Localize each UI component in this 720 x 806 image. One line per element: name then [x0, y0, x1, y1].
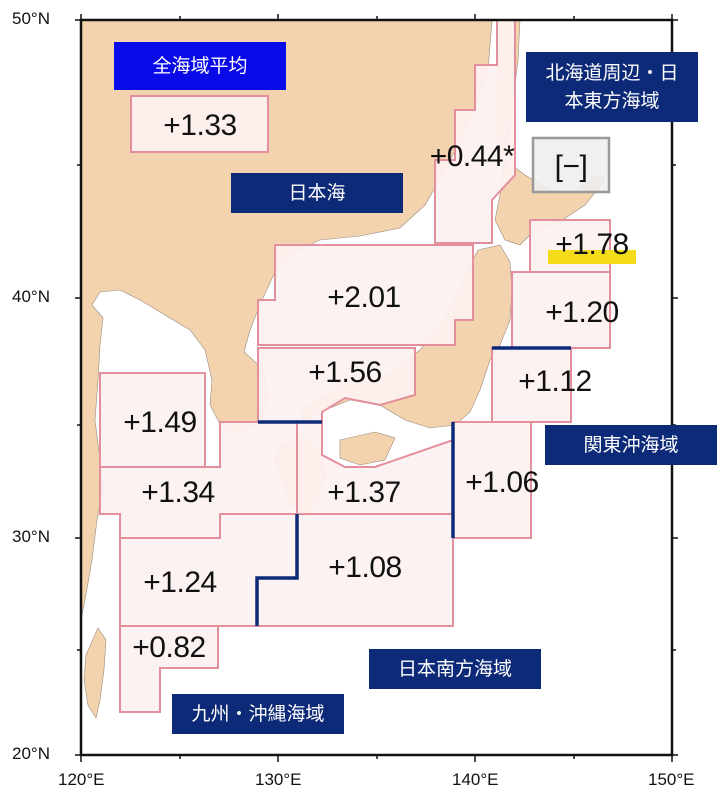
value-shikoku-south: +1.37: [327, 476, 401, 509]
region-kanto-east: [491, 347, 572, 423]
label-south-of-japan: 日本南方海域: [369, 649, 541, 689]
lon-label-150e: 150°E: [648, 770, 695, 789]
value-japan-sea-central: +2.01: [327, 281, 401, 314]
value-east-china-sea-south: +1.24: [143, 566, 217, 599]
label-overall-average: 全海域平均: [114, 42, 286, 90]
value-yellow-sea: +1.49: [123, 406, 197, 439]
lat-label-20n: 20°N: [12, 744, 50, 763]
value-kanto-south: +1.06: [465, 466, 539, 499]
region-okhotsk-no-data: [531, 136, 611, 194]
asia-mainland: [80, 19, 493, 621]
shikoku: [339, 431, 396, 466]
value-okhotsk: [−]: [554, 150, 588, 183]
region-okinawa-south: [119, 625, 219, 713]
lon-label-120e: 120°E: [58, 770, 105, 789]
value-sanriku-north: +1.78: [555, 228, 629, 261]
region-yellow-sea: [99, 372, 206, 468]
lon-label-130e: 130°E: [255, 770, 302, 789]
lat-label-30n: 30°N: [12, 527, 50, 546]
value-japan-sea-south: +1.56: [308, 356, 382, 389]
value-south-of-japan: +1.08: [328, 551, 402, 584]
value-overall: +1.33: [163, 109, 237, 142]
value-kanto-east: +1.12: [518, 365, 592, 398]
region-japan-sea-central: [257, 244, 474, 346]
area-boundaries: [255, 346, 571, 626]
lat-label-50n: 50°N: [12, 9, 50, 28]
value-east-china-sea-north: +1.34: [141, 476, 215, 509]
label-japan-sea: 日本海: [231, 173, 403, 213]
axis-ticks: [75, 14, 678, 762]
region-overall: [130, 95, 269, 153]
sea-regions: [99, 19, 611, 713]
lat-label-40n: 40°N: [12, 287, 50, 306]
region-japan-sea-north: [434, 19, 516, 244]
label-kyushu-okinawa: 九州・沖縄海域: [172, 694, 344, 734]
label-hokkaido-east-japan: 北海道周辺・日本東方海域: [526, 52, 698, 122]
region-kanto-south: [452, 421, 532, 539]
value-highlight: [548, 250, 636, 264]
value-sanriku: +1.20: [545, 296, 619, 329]
taiwan: [83, 627, 107, 719]
label-kanto-offshore: 関東沖海域: [545, 425, 717, 465]
value-japan-sea-north: +0.44*: [429, 140, 515, 173]
value-okinawa-south: +0.82: [132, 631, 206, 664]
lon-label-140e: 140°E: [452, 770, 499, 789]
